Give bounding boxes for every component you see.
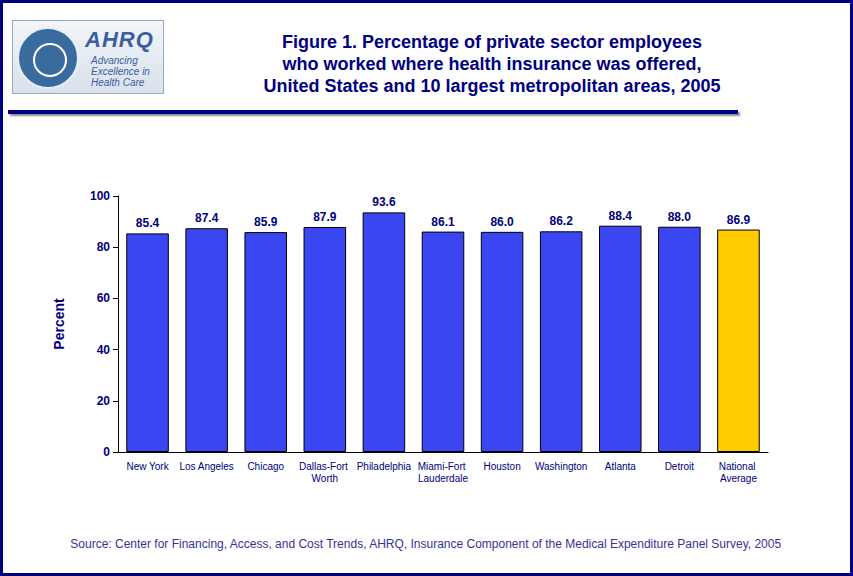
svg-text:Lauderdale: Lauderdale: [418, 473, 468, 484]
svg-text:85.4: 85.4: [136, 216, 160, 230]
svg-text:60: 60: [97, 291, 111, 305]
svg-text:Detroit: Detroit: [665, 461, 695, 472]
svg-text:93.6: 93.6: [372, 195, 396, 209]
svg-text:Philadelphia: Philadelphia: [357, 461, 412, 472]
svg-text:Dallas-Fort: Dallas-Fort: [299, 461, 351, 472]
svg-text:Figure 1. Percentage of privat: Figure 1. Percentage of private sector e…: [282, 32, 702, 52]
svg-text:National: National: [719, 461, 758, 472]
svg-text:40: 40: [97, 343, 111, 357]
svg-text:Atlanta: Atlanta: [605, 461, 637, 472]
svg-text:Houston: Houston: [483, 461, 520, 472]
svg-text:20: 20: [97, 394, 111, 408]
svg-text:Miami-Fort: Miami-Fort: [418, 461, 469, 472]
svg-text:86.2: 86.2: [550, 214, 574, 228]
svg-text:88.4: 88.4: [609, 209, 633, 223]
svg-text:Los Angeles: Los Angeles: [179, 461, 234, 472]
html-text:Advancing Excellence in Health: Advancing Excellence in Health Care: [91, 55, 150, 88]
svg-text:86.9: 86.9: [727, 213, 751, 227]
svg-text:87.4: 87.4: [195, 211, 219, 225]
svg-text:Worth: Worth: [312, 473, 339, 484]
svg-text:86.1: 86.1: [431, 215, 455, 229]
svg-text:Source: Center for Financing,: Source: Center for Financing, Access, an…: [70, 537, 781, 551]
svg-text:Chicago: Chicago: [247, 461, 284, 472]
svg-text:86.0: 86.0: [490, 215, 514, 229]
svg-text:85.9: 85.9: [254, 215, 278, 229]
svg-text:100: 100: [90, 189, 110, 203]
svg-text:Percent: Percent: [51, 298, 67, 350]
svg-text:who worked where health insura: who worked where health insurance was of…: [281, 54, 701, 74]
svg-text:Average: Average: [720, 473, 758, 484]
svg-text:87.9: 87.9: [313, 210, 337, 224]
html-text:AHRQ: AHRQ: [85, 27, 154, 52]
svg-text:United States and 10 largest m: United States and 10 largest metropolita…: [263, 76, 720, 96]
svg-text:88.0: 88.0: [668, 210, 692, 224]
svg-text:New York: New York: [126, 461, 169, 472]
svg-text:0: 0: [103, 445, 110, 459]
svg-text:Washington: Washington: [535, 461, 587, 472]
svg-text:80: 80: [97, 240, 111, 254]
